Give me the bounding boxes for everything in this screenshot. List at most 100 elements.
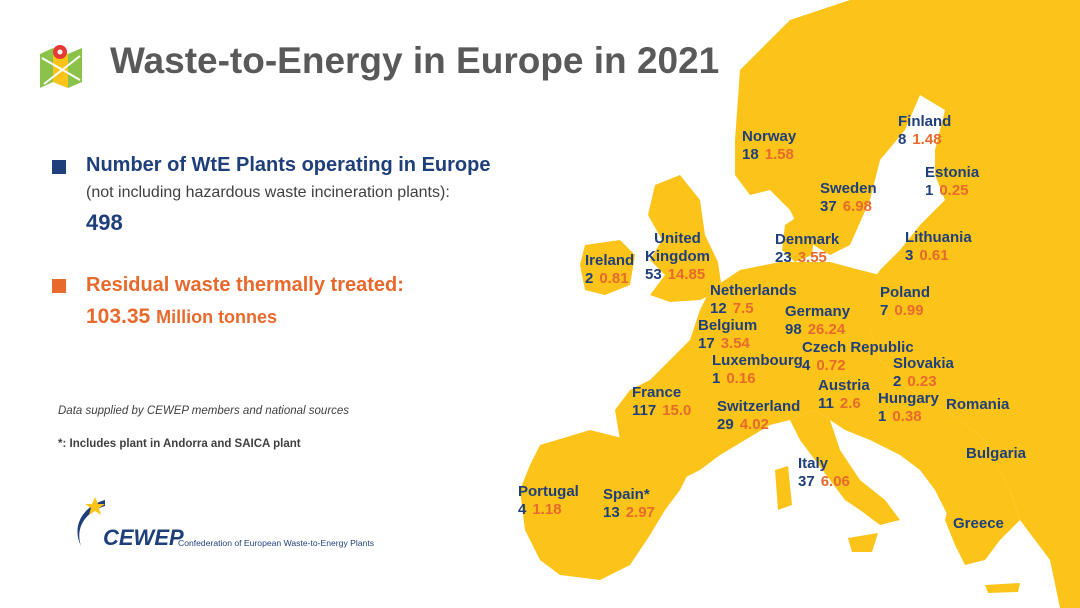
plants-heading: Number of WtE Plants operating in Europe — [86, 154, 491, 176]
country-name: United Kingdom — [645, 230, 710, 265]
plant-count: 23 — [775, 249, 792, 266]
plant-count: 53 — [645, 266, 662, 283]
country-name: France — [632, 384, 682, 401]
country-values: 11 2.6 — [818, 395, 861, 412]
country-values: 13 2.97 — [603, 504, 655, 521]
country-label-norway: Norway 18 1.58 — [742, 128, 796, 164]
waste-total: 103.35 Million tonnes — [86, 305, 277, 329]
country-values: 1 0.16 — [712, 370, 756, 387]
plant-count: 2 — [585, 270, 594, 287]
country-name: Hungary — [878, 390, 939, 407]
ireland-landmass — [580, 240, 635, 295]
sicily-landmass — [848, 533, 878, 552]
country-name: Lithuania — [905, 229, 972, 246]
country-values: 18 1.58 — [742, 146, 794, 163]
waste-tonnes: 4.02 — [739, 416, 769, 433]
country-name: Sweden — [820, 180, 877, 197]
plant-count: 13 — [603, 504, 620, 521]
waste-tonnes: 2.6 — [839, 395, 861, 412]
country-label-greece: Greece — [953, 515, 1004, 533]
iberia-landmass — [520, 430, 690, 580]
country-name: Romania — [946, 396, 1010, 413]
waste-tonnes: 6.98 — [842, 198, 872, 215]
country-name: Switzerland — [717, 398, 801, 415]
greece-landmass — [945, 495, 1010, 565]
country-values: 37 6.98 — [820, 198, 872, 215]
plant-count: 1 — [878, 408, 887, 425]
country-label-romania: Romania — [946, 396, 1009, 414]
country-name: Czech Republic — [802, 339, 914, 356]
country-values: 7 0.99 — [880, 302, 924, 319]
country-values: 3 0.61 — [905, 247, 949, 264]
logo-wordmark: CEWEP — [103, 525, 184, 550]
country-name: Austria — [818, 377, 870, 394]
plant-count: 117 — [632, 402, 657, 419]
country-label-spain: Spain* 13 2.97 — [603, 486, 655, 522]
continental-landmass — [615, 262, 1020, 545]
plant-count: 37 — [798, 473, 815, 490]
plant-count: 98 — [785, 321, 802, 338]
waste-tonnes: 15.0 — [662, 402, 692, 419]
plant-count: 12 — [710, 300, 727, 317]
country-name: Poland — [880, 284, 931, 301]
waste-value: 103.35 — [86, 305, 151, 328]
country-name: Norway — [742, 128, 797, 145]
country-name: Estonia — [925, 164, 980, 181]
country-values: 53 14.85 — [645, 266, 705, 283]
country-name: Denmark — [775, 231, 840, 248]
page-title: Waste-to-Energy in Europe in 2021 — [110, 40, 720, 81]
country-label-switzerland: Switzerland 29 4.02 — [717, 398, 800, 434]
plants-value: 498 — [86, 210, 123, 235]
country-label-slovakia: Slovakia 2 0.23 — [893, 355, 954, 391]
country-label-netherlands: Netherlands 12 7.5 — [710, 282, 797, 318]
country-name: Belgium — [698, 317, 758, 334]
eastern-landmass — [860, 90, 1080, 608]
waste-tonnes: 0.99 — [894, 302, 924, 319]
waste-tonnes: 7.5 — [732, 300, 754, 317]
plant-count: 11 — [818, 395, 834, 412]
waste-bullet — [52, 279, 66, 293]
waste-unit: Million tonnes — [156, 307, 278, 327]
country-name: Netherlands — [710, 282, 797, 299]
footnote: *: Includes plant in Andorra and SAICA p… — [58, 438, 301, 450]
map-pin-icon — [40, 45, 82, 88]
source-note: Data supplied by CEWEP members and natio… — [58, 405, 350, 417]
great-britain-landmass — [648, 175, 722, 302]
country-name: Italy — [798, 455, 829, 472]
country-values: 98 26.24 — [785, 321, 845, 338]
country-values: 4 1.18 — [518, 501, 562, 518]
waste-tonnes: 3.54 — [720, 335, 750, 352]
country-label-germany: Germany 98 26.24 — [785, 303, 850, 339]
waste-tonnes: 0.61 — [919, 247, 949, 264]
country-values: 17 3.54 — [698, 335, 750, 352]
plant-count: 7 — [880, 302, 889, 319]
country-label-italy: Italy 37 6.06 — [798, 455, 850, 491]
country-label-united-kingdom: United Kingdom 53 14.85 — [645, 230, 710, 284]
country-label-sweden: Sweden 37 6.98 — [820, 180, 877, 216]
country-label-belgium: Belgium 17 3.54 — [698, 317, 757, 353]
scandinavia-landmass — [735, 0, 1080, 255]
plant-count: 4 — [518, 501, 527, 518]
country-label-lithuania: Lithuania 3 0.61 — [905, 229, 972, 265]
country-label-austria: Austria 11 2.6 — [818, 377, 870, 413]
waste-tonnes: 0.81 — [599, 270, 629, 287]
country-values: 1 0.38 — [878, 408, 922, 425]
plant-count: 18 — [742, 146, 759, 163]
country-values: 1 0.25 — [925, 182, 969, 199]
country-label-estonia: Estonia 1 0.25 — [925, 164, 979, 200]
waste-tonnes: 0.38 — [892, 408, 922, 425]
country-values: 37 6.06 — [798, 473, 850, 490]
plant-count: 8 — [898, 131, 907, 148]
logo-tagline: Confederation of European Waste-to-Energ… — [178, 538, 375, 548]
country-values: 4 0.72 — [802, 357, 846, 374]
country-name: Bulgaria — [966, 445, 1027, 462]
plant-count: 1 — [925, 182, 934, 199]
waste-heading: Residual waste thermally treated: — [86, 274, 404, 296]
country-name: Luxembourg — [712, 352, 803, 369]
country-name: Spain* — [603, 486, 650, 503]
country-name: Slovakia — [893, 355, 954, 372]
country-label-czech-republic: Czech Republic 4 0.72 — [802, 339, 914, 375]
country-values: 12 7.5 — [710, 300, 754, 317]
waste-tonnes: 3.55 — [797, 249, 827, 266]
country-name: Greece — [953, 515, 1004, 532]
